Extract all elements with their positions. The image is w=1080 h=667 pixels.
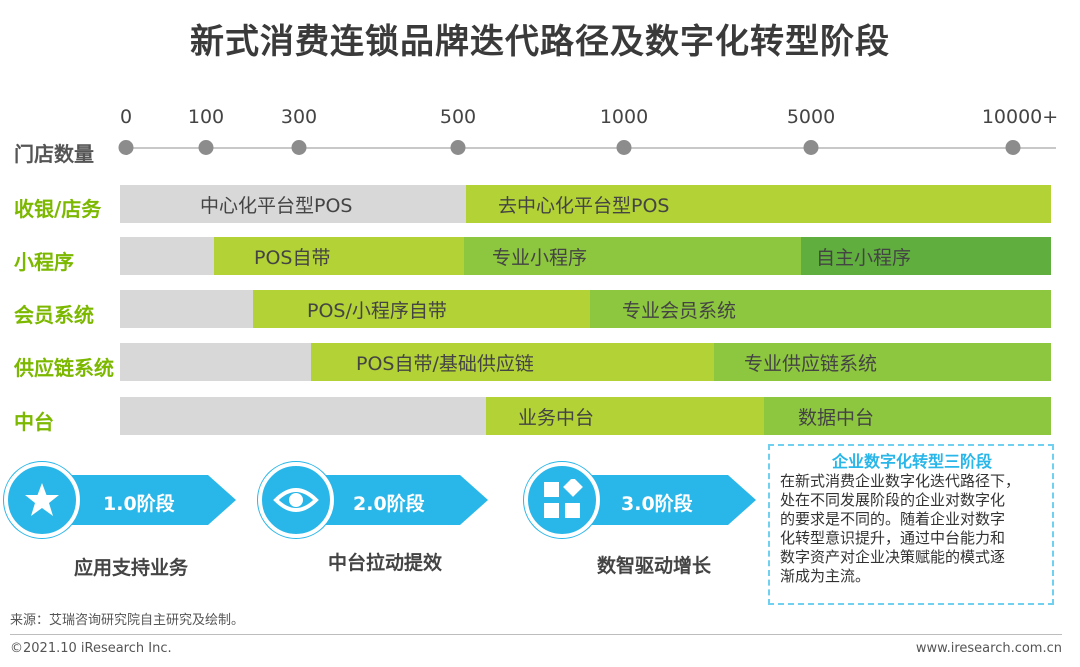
- tick-label: 0: [119, 106, 133, 128]
- stage-caption: 中台拉动提效: [328, 552, 443, 574]
- tick-label: 1000: [599, 106, 649, 128]
- segment-pro-miniprogram: 专业小程序: [464, 237, 801, 275]
- stage-caption: 数智驱动增长: [597, 555, 712, 577]
- tick-label: 300: [280, 106, 318, 128]
- segment-pos-builtin: POS自带: [214, 237, 464, 275]
- tick-dot: [118, 140, 134, 155]
- stage-badge: [258, 462, 334, 538]
- tick-dot: [1005, 140, 1021, 155]
- source-note: 来源：艾瑞咨询研究院自主研究及绘制。: [10, 613, 245, 628]
- segment-business-middle: 业务中台: [486, 397, 764, 435]
- stage-badge: [4, 462, 80, 538]
- axis-line: [126, 147, 1056, 149]
- note-box: 企业数字化转型三阶段 在新式消费企业数字化迭代路径下， 处在不同发展阶段的企业对…: [768, 444, 1054, 605]
- note-line: 化转型意识提升，通过中台能力和: [780, 529, 1006, 547]
- note-line: 数字资产对企业决策赋能的模式逐: [780, 548, 1006, 566]
- row-label-pos: 收银/店务: [14, 197, 102, 221]
- segment-data-middle: 数据中台: [764, 397, 1051, 435]
- segment-decentralized-pos: 去中心化平台型POS: [466, 185, 1051, 223]
- segment-blank: [120, 343, 311, 381]
- tick-dot: [616, 140, 632, 155]
- blocks-icon: [544, 479, 583, 518]
- tick-label: 100: [187, 106, 225, 128]
- segment-pro-membership: 专业会员系统: [590, 290, 1051, 328]
- stage-caption: 应用支持业务: [74, 557, 189, 579]
- segment-centralized-pos: 中心化平台型POS: [120, 185, 466, 223]
- tick-label: 5000: [786, 106, 836, 128]
- tick-dot: [803, 140, 819, 155]
- website-link[interactable]: www.iresearch.com.cn: [915, 641, 1062, 656]
- stage-badge: [524, 462, 600, 538]
- segment-pos-mini-builtin: POS/小程序自带: [253, 290, 590, 328]
- segment-blank: [120, 237, 214, 275]
- tick-dot: [450, 140, 466, 155]
- footer-divider: [10, 634, 1062, 635]
- note-line: 的要求是不同的。随着企业对数字: [780, 510, 1006, 528]
- tick-dot: [291, 140, 307, 155]
- row-label-middle-platform: 中台: [14, 410, 54, 434]
- eye-icon: [273, 488, 319, 512]
- tick-label: 10000+: [981, 106, 1059, 128]
- segment-blank: [120, 397, 486, 435]
- note-line: 在新式消费企业数字化迭代路径下，: [780, 472, 1021, 490]
- segment-pro-supply-chain: 专业供应链系统: [714, 343, 1051, 381]
- tick-label: 500: [439, 106, 477, 128]
- note-body: 在新式消费企业数字化迭代路径下， 处在不同发展阶段的企业对数字化 的要求是不同的…: [780, 472, 1044, 586]
- row-label-membership: 会员系统: [14, 303, 94, 327]
- note-title: 企业数字化转型三阶段: [831, 452, 992, 471]
- stage-label: 3.0阶段: [621, 493, 693, 515]
- star-icon: [25, 483, 59, 516]
- row-label-supply-chain: 供应链系统: [14, 356, 114, 380]
- copyright: ©2021.10 iResearch Inc.: [10, 641, 172, 656]
- tick-dot: [198, 140, 214, 155]
- segment-own-miniprogram: 自主小程序: [801, 237, 1051, 275]
- segment-basic-supply-chain: POS自带/基础供应链: [311, 343, 714, 381]
- segment-blank: [120, 290, 253, 328]
- page-title: 新式消费连锁品牌迭代路径及数字化转型阶段: [190, 22, 890, 62]
- stage-label: 2.0阶段: [353, 493, 425, 515]
- note-line: 处在不同发展阶段的企业对数字化: [780, 491, 1006, 509]
- axis-label: 门店数量: [14, 142, 94, 166]
- row-label-miniprogram: 小程序: [14, 250, 74, 274]
- stage-label: 1.0阶段: [103, 493, 175, 515]
- note-line: 渐成为主流。: [780, 567, 871, 585]
